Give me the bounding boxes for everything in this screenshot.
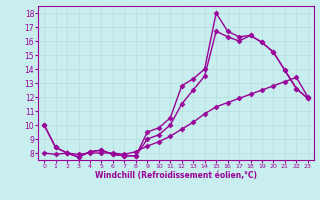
X-axis label: Windchill (Refroidissement éolien,°C): Windchill (Refroidissement éolien,°C) <box>95 171 257 180</box>
